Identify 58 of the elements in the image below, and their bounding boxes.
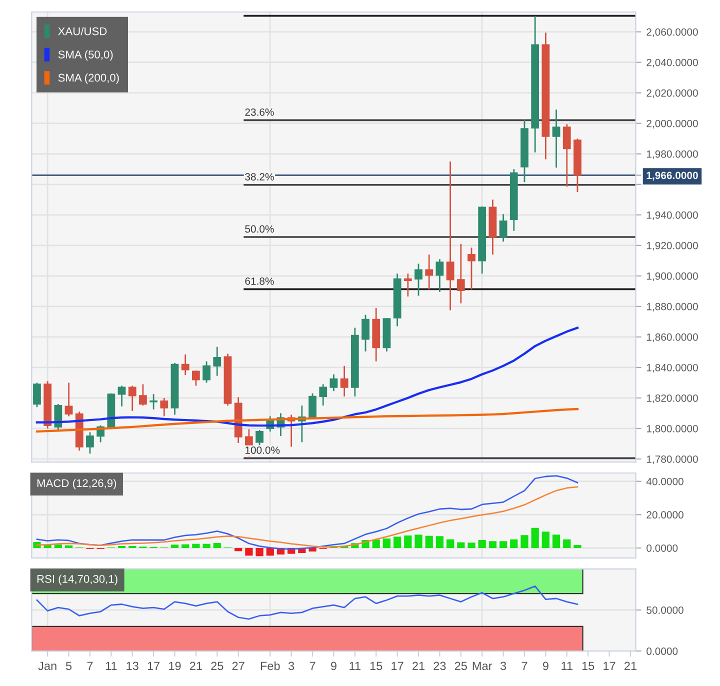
x-tick-label: 7: [310, 662, 316, 670]
y-tick-label: 1,840.0000: [646, 364, 698, 373]
y-tick-label: 2,040.0000: [646, 58, 698, 68]
x-tick-label: 15: [370, 662, 382, 670]
y-tick-label: 2,000.0000: [646, 120, 698, 128]
annotation: 50.0%: [245, 225, 274, 233]
y-tick-label: 20.0000: [646, 511, 684, 519]
x-tick-label: 25: [454, 662, 467, 670]
x-tick-label: Mar: [472, 662, 492, 670]
y-tick-label: 40.0000: [646, 478, 684, 486]
y-tick-label: 1,920.0000: [646, 242, 698, 251]
y-tick-label: 1,800.0000: [646, 424, 698, 434]
x-tick-label: 23: [434, 662, 446, 670]
legend-label: XAU/USD: [58, 27, 107, 36]
x-tick-label: 9: [542, 662, 548, 670]
x-tick-label: 5: [66, 662, 72, 670]
x-tick-label: 17: [392, 662, 404, 670]
x-tick-label: 21: [190, 662, 202, 670]
chart-title: RSI (14,70,30,1): [37, 574, 118, 586]
x-tick-label: 19: [169, 662, 181, 670]
x-tick-label: 3: [288, 662, 294, 670]
x-tick-label: 17: [604, 662, 616, 670]
x-tick-label: Jan: [38, 662, 56, 670]
x-tick-label: 7: [87, 662, 93, 670]
text: MACD (12,26,9): [37, 478, 116, 490]
y-tick-label: 1,980.0000: [646, 150, 698, 159]
x-tick-label: 11: [562, 662, 572, 670]
x-tick-label: 21: [412, 662, 424, 670]
y-tick-label: 1,860.0000: [646, 333, 698, 342]
y-tick-label: 1,780.0000: [646, 455, 698, 464]
x-tick-label: 7: [522, 662, 528, 670]
y-tick-label: 1,820.0000: [646, 394, 698, 404]
x-tick-label: 11: [350, 662, 360, 670]
x-tick-label: 15: [582, 662, 594, 670]
legend-label: SMA (50,0): [58, 50, 113, 61]
y-tick-label: 2,060.0000: [646, 28, 698, 37]
x-tick-label: 9: [330, 662, 336, 670]
y-tick-label: 0.0000: [646, 648, 678, 655]
y-tick-label: 50.0000: [646, 606, 684, 614]
annotation: 100.0%: [245, 446, 280, 454]
y-tick-label: 2,020.0000: [646, 89, 698, 98]
x-tick-label: 3: [500, 662, 506, 670]
x-tick-label: 27: [232, 662, 244, 670]
y-tick-label: 0.0000: [646, 544, 678, 552]
annotation: 38.2%: [245, 173, 274, 180]
y-tick-label: 1,900.0000: [646, 272, 698, 282]
y-tick-label: 1,966.0000: [646, 172, 698, 181]
annotation: 61.8%: [245, 277, 274, 285]
y-tick-label: 1,880.0000: [646, 302, 698, 312]
x-tick-label: 11: [106, 662, 117, 670]
x-tick-label: Feb: [260, 661, 280, 670]
annotation: 23.6%: [245, 108, 274, 116]
x-tick-label: 13: [126, 662, 138, 670]
x-tick-label: 17: [148, 662, 160, 670]
legend-label: SMA (200,0): [58, 74, 119, 84]
x-tick-label: 21: [624, 662, 636, 670]
y-tick-label: 1,940.0000: [646, 211, 698, 220]
x-tick-label: 25: [211, 662, 224, 670]
